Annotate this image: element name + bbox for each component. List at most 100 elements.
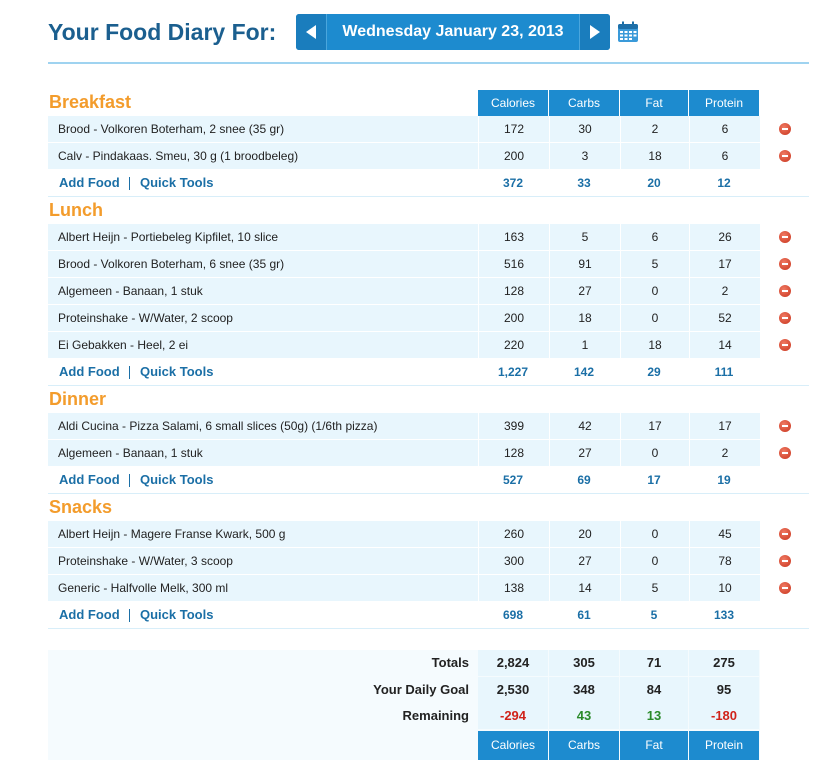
goal-protein: 95: [689, 677, 759, 703]
meal-total-fat: 5: [650, 608, 658, 622]
next-day-button[interactable]: [579, 14, 610, 50]
delete-icon[interactable]: [779, 285, 791, 297]
add-food-link[interactable]: Add Food: [59, 364, 120, 379]
delete-cell: [760, 548, 809, 574]
meal-total-protein: 133: [713, 608, 735, 622]
food-carbs: 42: [549, 413, 620, 439]
food-protein: 14: [689, 332, 760, 358]
food-entry-name[interactable]: Algemeen - Banaan, 1 stuk: [58, 446, 203, 460]
link-separator: [129, 366, 130, 379]
meal-section-dinner: Dinner Aldi Cucina - Pizza Salami, 6 smal…: [48, 386, 809, 494]
meal-total-carbs: 61: [577, 608, 591, 622]
food-fat: 6: [620, 224, 689, 250]
delete-icon[interactable]: [779, 258, 791, 270]
delete-cell: [760, 521, 809, 547]
food-entry-row: Albert Heijn - Magere Franse Kwark, 500 …: [48, 521, 809, 548]
delete-cell: [760, 278, 809, 304]
meal-header: Snacks: [48, 494, 809, 521]
footer-column-carbs: Carbs: [549, 731, 619, 760]
meal-totals-row: Add Food Quick Tools 1,227 142 29 111: [48, 359, 809, 386]
goal-calories: 2,530: [478, 677, 548, 703]
food-calories: 163: [478, 224, 549, 250]
delete-cell: [760, 575, 809, 601]
food-fat: 2: [620, 116, 689, 142]
footer-column-fat: Fat: [620, 731, 688, 760]
column-header-fat: Fat: [620, 90, 688, 116]
food-carbs: 1: [549, 332, 620, 358]
quick-tools-link[interactable]: Quick Tools: [140, 607, 214, 622]
arrow-left-icon: [306, 25, 316, 39]
meal-section-snacks: Snacks Albert Heijn - Magere Franse Kwark…: [48, 494, 809, 629]
delete-icon[interactable]: [779, 447, 791, 459]
delete-icon[interactable]: [779, 231, 791, 243]
food-protein: 78: [689, 548, 760, 574]
food-protein: 6: [689, 116, 760, 142]
link-separator: [129, 474, 130, 487]
food-protein: 26: [689, 224, 760, 250]
delete-icon[interactable]: [779, 582, 791, 594]
quick-tools-link[interactable]: Quick Tools: [140, 472, 214, 487]
food-fat: 0: [620, 521, 689, 547]
meal-total-protein: 19: [717, 473, 731, 487]
delete-cell: [760, 251, 809, 277]
food-protein: 17: [689, 251, 760, 277]
delete-icon[interactable]: [779, 528, 791, 540]
delete-icon[interactable]: [779, 312, 791, 324]
food-carbs: 30: [549, 116, 620, 142]
meal-section-lunch: Lunch Albert Heijn - Portiebeleg Kipfilet…: [48, 197, 809, 386]
meal-title: Breakfast: [49, 92, 132, 112]
delete-icon[interactable]: [779, 555, 791, 567]
food-protein: 6: [689, 143, 760, 169]
food-entry-name[interactable]: Calv - Pindakaas. Smeu, 30 g (1 broodbel…: [58, 149, 299, 163]
delete-icon[interactable]: [779, 150, 791, 162]
calendar-icon[interactable]: [617, 21, 639, 43]
food-fat: 0: [620, 278, 689, 304]
meal-title: Lunch: [49, 200, 103, 220]
food-entry-name[interactable]: Albert Heijn - Portiebeleg Kipfilet, 10 …: [58, 230, 279, 244]
meal-section-breakfast: Breakfast Calories Carbs Fat Protein Brood - …: [48, 89, 809, 197]
food-carbs: 5: [549, 224, 620, 250]
remaining-fat: 13: [620, 703, 688, 729]
food-entry-name[interactable]: Proteinshake - W/Water, 3 scoop: [58, 554, 233, 568]
previous-day-button[interactable]: [296, 14, 327, 50]
food-entry-name[interactable]: Proteinshake - W/Water, 2 scoop: [58, 311, 233, 325]
delete-icon[interactable]: [779, 339, 791, 351]
remaining-protein: -180: [689, 703, 759, 729]
food-entry-row: Generic - Halfvolle Melk, 300 ml 138 14 5 10: [48, 575, 809, 602]
add-food-link[interactable]: Add Food: [59, 175, 120, 190]
totals-protein: 275: [689, 650, 759, 676]
meal-header: Dinner: [48, 386, 809, 413]
add-food-link[interactable]: Add Food: [59, 472, 120, 487]
food-fat: 18: [620, 332, 689, 358]
food-entry-name[interactable]: Albert Heijn - Magere Franse Kwark, 500 …: [58, 527, 286, 541]
meal-total-fat: 20: [647, 176, 661, 190]
food-entry-name[interactable]: Ei Gebakken - Heel, 2 ei: [58, 338, 189, 352]
food-carbs: 27: [549, 548, 620, 574]
meal-total-calories: 698: [502, 608, 524, 622]
food-fat: 0: [620, 305, 689, 331]
goal-label: Your Daily Goal: [373, 682, 469, 697]
food-calories: 200: [478, 305, 549, 331]
quick-tools-link[interactable]: Quick Tools: [140, 364, 214, 379]
food-entry-name[interactable]: Aldi Cucina - Pizza Salami, 6 small slic…: [58, 419, 378, 433]
delete-cell: [760, 440, 809, 466]
food-entry-name[interactable]: Generic - Halfvolle Melk, 300 ml: [58, 581, 229, 595]
delete-icon[interactable]: [779, 420, 791, 432]
food-carbs: 27: [549, 278, 620, 304]
meal-total-carbs: 69: [577, 473, 591, 487]
delete-icon[interactable]: [779, 123, 791, 135]
meal-totals-row: Add Food Quick Tools 698 61 5 133: [48, 602, 809, 629]
add-food-link[interactable]: Add Food: [59, 607, 120, 622]
quick-tools-link[interactable]: Quick Tools: [140, 175, 214, 190]
meal-total-carbs: 33: [577, 176, 591, 190]
food-protein: 2: [689, 278, 760, 304]
goal-carbs: 348: [549, 677, 619, 703]
food-entry-name[interactable]: Brood - Volkoren Boterham, 2 snee (35 gr…: [58, 122, 285, 136]
food-entry-name[interactable]: Brood - Volkoren Boterham, 6 snee (35 gr…: [58, 257, 285, 271]
link-separator: [129, 177, 130, 190]
meal-total-fat: 17: [647, 473, 661, 487]
food-diary: Breakfast Calories Carbs Fat Protein Brood - …: [48, 89, 809, 629]
food-entry-name[interactable]: Algemeen - Banaan, 1 stuk: [58, 284, 203, 298]
delete-cell: [760, 305, 809, 331]
meal-total-calories: 1,227: [497, 365, 529, 379]
